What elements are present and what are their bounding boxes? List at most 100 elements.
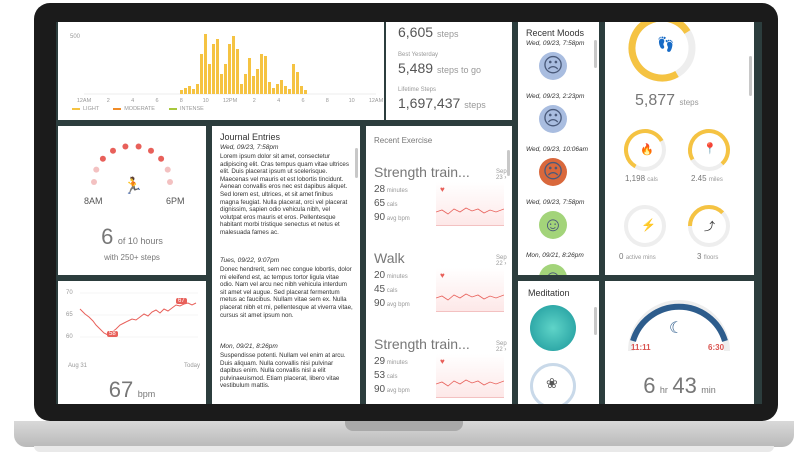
goal-steps: 5,877 steps bbox=[635, 92, 699, 109]
recent-moods-card[interactable]: Recent Moods Wed, 09/23, 7:58pm ☹ Wed, 09/… bbox=[518, 22, 599, 275]
goals-card[interactable]: 👣 5,877 steps 🔥 📍 1,198 cals 2.45 miles … bbox=[605, 22, 754, 275]
legend-moderate: MODERATE bbox=[113, 106, 155, 112]
exercise-stat: 53 cals bbox=[374, 370, 398, 381]
hour-bar bbox=[200, 54, 203, 94]
moods-scrollbar[interactable] bbox=[594, 40, 597, 68]
hour-bar bbox=[236, 49, 239, 94]
mood-face-icon[interactable]: ☺ bbox=[539, 211, 567, 239]
meditation-card[interactable]: Meditation ❀ bbox=[518, 281, 599, 404]
exercise-name[interactable]: Strength train... bbox=[374, 164, 470, 180]
hour-dot bbox=[167, 179, 173, 185]
hour-bar bbox=[300, 86, 303, 94]
hour-bar bbox=[304, 90, 307, 94]
exercise-stat: 20 minutes bbox=[374, 270, 408, 281]
hr-y-tick-65: 65 bbox=[66, 312, 73, 318]
mood-date: Mon, 09/21, 8:26pm bbox=[526, 252, 584, 259]
legend-light: LIGHT bbox=[72, 106, 99, 112]
hour-dot bbox=[158, 155, 165, 162]
runner-icon: 🏃 bbox=[123, 178, 143, 195]
meditation-scrollbar[interactable] bbox=[594, 307, 597, 335]
lifetime-steps: 1,697,437 steps bbox=[398, 95, 486, 111]
exercise-name[interactable]: Strength train... bbox=[374, 336, 470, 352]
sleep-duration: 6 hr 43 min bbox=[643, 373, 716, 398]
hour-bar bbox=[248, 58, 251, 94]
hour-bar bbox=[264, 56, 267, 94]
heart-rate-chart bbox=[79, 292, 198, 338]
hour-bar bbox=[220, 74, 223, 94]
journal-title: Journal Entries bbox=[220, 132, 281, 142]
journal-text-1: Lorem ipsum dolor sit amet, consectetur … bbox=[220, 153, 349, 236]
exercise-stat: 90 avg bpm bbox=[374, 384, 410, 395]
mood-face-icon[interactable]: ☹ bbox=[539, 52, 567, 80]
mood-date: Wed, 09/23, 10:06am bbox=[526, 146, 589, 153]
hour-bar bbox=[192, 89, 195, 94]
hour-bar bbox=[284, 86, 287, 94]
hr-y-tick-60: 60 bbox=[66, 334, 73, 340]
hours-sublabel: with 250+ steps bbox=[104, 253, 160, 262]
heart-rate-card[interactable]: 70 65 60 67 58 Aug 31 Today 67 bpm bbox=[58, 281, 206, 404]
lotus-icon[interactable]: ❀ bbox=[530, 363, 576, 404]
goal-floors: 3 floors bbox=[697, 252, 719, 261]
x-tick-label: 2 bbox=[107, 98, 110, 104]
goals-scrollbar[interactable] bbox=[749, 56, 752, 96]
exercise-name[interactable]: Walk bbox=[374, 250, 405, 266]
mood-face-icon[interactable]: ☹ bbox=[539, 158, 567, 186]
x-tick-label: 12AM bbox=[369, 98, 384, 104]
hour-bar bbox=[256, 69, 259, 94]
journal-card[interactable]: Journal Entries Wed, 09/23, 7:58pm Lorem… bbox=[212, 126, 360, 404]
exercise-date: Sep 22 › bbox=[496, 255, 507, 267]
journal-date-3: Mon, 09/21, 8:26pm bbox=[220, 343, 278, 350]
exercise-scrollbar[interactable] bbox=[507, 150, 510, 176]
hr-x-start: Aug 31 bbox=[68, 363, 88, 369]
hour-bar bbox=[288, 89, 291, 94]
flower-icon[interactable] bbox=[530, 305, 576, 351]
mood-face-icon[interactable]: ☹ bbox=[539, 105, 567, 133]
hour-dot bbox=[164, 166, 171, 173]
hour-bar bbox=[228, 44, 231, 94]
hour-bar bbox=[280, 80, 283, 94]
hour-bar bbox=[272, 88, 275, 94]
exercise-heart-graph: ♥ bbox=[435, 354, 505, 398]
hour-bar bbox=[292, 64, 295, 94]
x-tick-label: 2 bbox=[253, 98, 256, 104]
hr-y-tick-70: 70 bbox=[66, 290, 73, 296]
svg-text:♥: ♥ bbox=[440, 357, 445, 366]
hour-bar bbox=[204, 34, 207, 94]
hr-x-end: Today bbox=[184, 363, 201, 369]
hr-high-badge: 67 bbox=[176, 298, 187, 304]
exercise-stat: 28 minutes bbox=[374, 184, 408, 195]
hourly-steps-card[interactable]: 500 12AM 2 4 6 8 10 12PM 2 4 6 8 10 12AM LIGHT MODER… bbox=[58, 22, 384, 120]
steps-summary-card[interactable]: 6,605 steps Best Yesterday 5,489 steps t… bbox=[386, 22, 512, 120]
journal-scrollbar[interactable] bbox=[355, 148, 358, 178]
sleep-arc bbox=[628, 300, 730, 352]
hr-low-badge: 58 bbox=[107, 331, 118, 337]
mood-face-icon[interactable]: ☺ bbox=[539, 264, 567, 275]
hour-bar bbox=[212, 44, 215, 94]
exercise-stat: 90 avg bpm bbox=[374, 298, 410, 309]
location-pin-icon: 📍 bbox=[703, 143, 717, 155]
journal-date-2: Tues, 09/22, 9:07pm bbox=[220, 257, 280, 264]
hour-dot bbox=[93, 166, 100, 173]
journal-date-1: Wed, 09/23, 7:58pm bbox=[220, 144, 279, 151]
x-tick-label: 10 bbox=[203, 98, 209, 104]
hourly-activity-card[interactable]: 🏃 8AM 6PM 6 of 10 hours with 250+ steps bbox=[58, 126, 206, 275]
exercise-date: Sep 22 › bbox=[496, 341, 507, 353]
sleep-end: 6:30 bbox=[708, 343, 725, 352]
hour-bar bbox=[232, 36, 235, 94]
sleep-card[interactable]: ☾ 11:11 6:30 6 hr 43 min bbox=[605, 281, 754, 404]
mood-date: Wed, 09/23, 7:58pm bbox=[526, 40, 585, 47]
journal-text-2: Donec hendrerit, sem nec congue lobortis… bbox=[220, 266, 353, 319]
mood-date: Wed, 09/23, 7:58pm bbox=[526, 199, 585, 206]
hour-bar bbox=[296, 72, 299, 94]
exercise-stat: 29 minutes bbox=[374, 356, 408, 367]
goal-distance: 2.45 miles bbox=[691, 174, 723, 183]
moon-icon: ☾ bbox=[669, 320, 684, 337]
hour-bar bbox=[184, 88, 187, 94]
stairs-icon: ⤴ bbox=[704, 221, 715, 233]
recent-exercise-card[interactable]: Recent Exercise Strength train... Sep 23 … bbox=[366, 126, 512, 404]
x-tick-label: 4 bbox=[277, 98, 280, 104]
hour-bar bbox=[240, 84, 243, 94]
hour-bar bbox=[196, 84, 199, 94]
exercise-stat: 65 cals bbox=[374, 198, 398, 209]
hour-bar bbox=[180, 90, 183, 94]
